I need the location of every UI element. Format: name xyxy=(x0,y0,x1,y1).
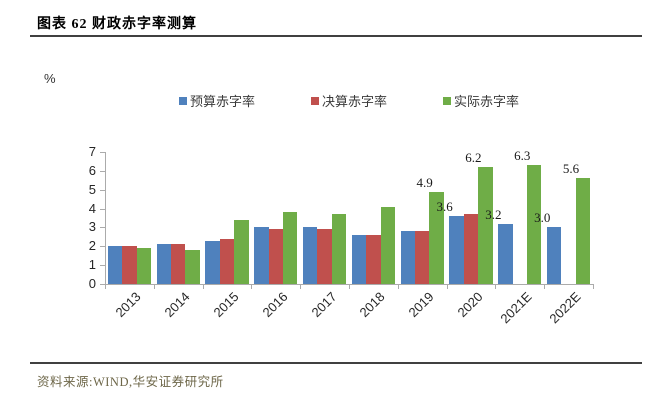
y-tick-label: 2 xyxy=(88,238,96,254)
y-axis-tick xyxy=(100,265,105,267)
bar xyxy=(380,206,395,284)
legend-item: 预算赤字率 xyxy=(178,91,255,110)
y-tick-label: 4 xyxy=(88,200,96,216)
x-axis-tick xyxy=(202,284,204,289)
y-axis-tick xyxy=(100,284,105,285)
x-axis-tick xyxy=(153,284,155,289)
bar xyxy=(283,212,298,284)
y-tick-label: 1 xyxy=(88,257,96,273)
y-axis-tick xyxy=(100,208,105,210)
y-axis-line xyxy=(105,152,106,284)
y-tick-label: 7 xyxy=(88,144,96,159)
chart-legend: 预算赤字率 决算赤字率 实际赤字率 xyxy=(105,91,593,110)
bar xyxy=(303,227,318,284)
bar-value-label: 3.2 xyxy=(485,206,502,222)
x-axis-tick xyxy=(300,284,302,289)
bar xyxy=(254,227,269,284)
bar xyxy=(547,227,562,284)
bar xyxy=(122,246,137,284)
legend-item: 实际赤字率 xyxy=(443,91,519,110)
bar xyxy=(219,238,235,284)
y-axis-unit-label: % xyxy=(44,71,56,86)
plot-area: 4.9 3.6 6.2 3.2 6.3 3.0 5.6 xyxy=(100,148,594,289)
y-tick-label: 5 xyxy=(88,181,96,197)
y-axis-tick xyxy=(100,189,105,191)
bar xyxy=(449,216,464,284)
bar xyxy=(527,165,542,284)
x-axis-tick xyxy=(446,284,448,289)
legend-swatch-icon xyxy=(178,96,187,105)
bar-value-label: 3.0 xyxy=(534,210,551,226)
bar xyxy=(171,244,186,284)
x-axis-tick xyxy=(397,284,399,289)
x-axis-tick xyxy=(105,284,106,289)
bar xyxy=(185,250,200,284)
bar xyxy=(156,244,171,284)
bar xyxy=(429,191,444,284)
bar xyxy=(400,231,415,284)
x-axis-tick xyxy=(495,284,497,289)
x-axis-tick xyxy=(251,284,253,289)
footer-divider xyxy=(30,362,642,364)
legend-swatch-icon xyxy=(443,96,451,105)
legend-label: 预算赤字率 xyxy=(189,94,255,109)
legend-swatch-icon xyxy=(310,96,319,105)
bar xyxy=(234,219,249,284)
bar xyxy=(331,214,347,284)
legend-item: 决算赤字率 xyxy=(310,91,387,110)
x-axis-tick xyxy=(349,284,350,289)
y-tick-label: 0 xyxy=(88,276,96,291)
title-divider xyxy=(30,35,642,37)
bar xyxy=(268,229,283,284)
bar-value-label: 5.6 xyxy=(562,161,580,177)
bar xyxy=(107,246,123,284)
legend-label: 决算赤字率 xyxy=(321,94,387,109)
bar xyxy=(575,178,591,284)
bar-value-label: 6.2 xyxy=(465,150,482,166)
y-axis-tick xyxy=(100,227,105,229)
y-tick-label: 6 xyxy=(88,162,96,178)
bar xyxy=(498,223,513,284)
bar xyxy=(478,167,493,284)
x-axis-tick xyxy=(544,284,546,289)
bar xyxy=(136,248,151,284)
bar-value-label: 3.6 xyxy=(436,199,453,215)
x-axis-tick xyxy=(593,284,594,289)
y-axis-tick xyxy=(100,246,105,248)
source-note: 资料来源:WIND,华安证券研究所 xyxy=(37,375,224,389)
bar xyxy=(351,234,367,284)
bar xyxy=(317,229,332,284)
y-axis-tick xyxy=(100,170,105,172)
bar xyxy=(366,234,381,284)
y-tick-label: 3 xyxy=(88,219,96,235)
figure-title: 图表 62 财政赤字率测算 xyxy=(37,17,197,32)
bar-value-label: 4.9 xyxy=(416,174,433,190)
bar-value-label: 6.3 xyxy=(514,148,531,164)
bar xyxy=(463,214,479,284)
y-axis-tick xyxy=(100,152,105,153)
legend-label: 实际赤字率 xyxy=(454,94,520,109)
bar xyxy=(205,240,220,284)
bar xyxy=(415,231,430,284)
